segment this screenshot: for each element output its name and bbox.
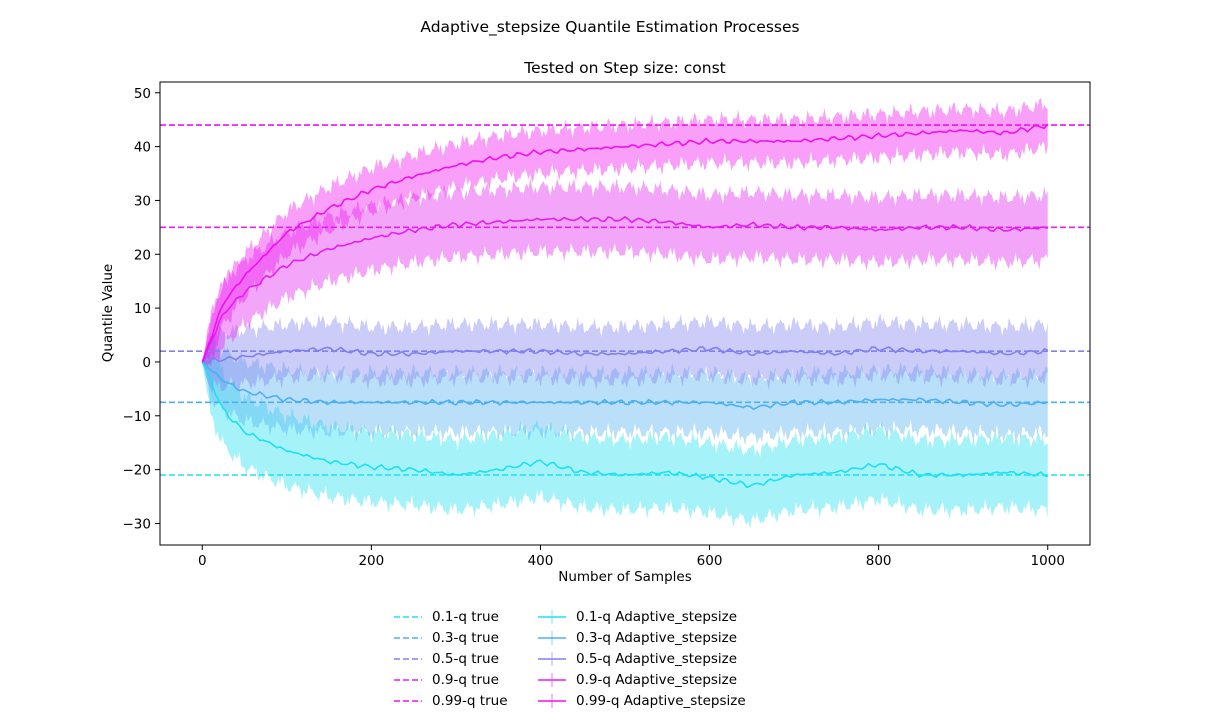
- legend-item-0-1-q-adaptive-stepsize: 0.1-q Adaptive_stepsize: [536, 606, 746, 627]
- legend-estimate-column: 0.1-q Adaptive_stepsize 0.3-q Adaptive_st…: [536, 606, 746, 711]
- legend-item-0-99-q-adaptive-stepsize: 0.99-q Adaptive_stepsize: [536, 690, 746, 711]
- legend-swatch: [394, 657, 422, 660]
- band-0-3-q-adaptive-stepsize: [202, 334, 1048, 446]
- band-0-1-q-adaptive-stepsize: [202, 347, 1048, 529]
- legend-swatch: [394, 699, 422, 702]
- legend-label: 0.99-q true: [432, 692, 508, 709]
- y-tick-label: 20: [134, 247, 151, 263]
- series-line-0-3-q-adaptive-stepsize: [201, 361, 1049, 411]
- legend-label: 0.1-q Adaptive_stepsize: [576, 608, 738, 625]
- legend-item-0-99-q-true: 0.99-q true: [392, 690, 508, 711]
- legend-item-0-1-q-true: 0.1-q true: [392, 606, 508, 627]
- chart-title: Tested on Step size: const: [524, 59, 726, 77]
- legend-label: 0.9-q Adaptive_stepsize: [576, 671, 738, 688]
- series-line-0-1-q-adaptive-stepsize: [201, 361, 1048, 489]
- y-tick-label: −10: [123, 409, 152, 425]
- x-tick-label: 1000: [1031, 553, 1065, 569]
- legend-swatch: [538, 651, 566, 666]
- x-tick-label: 800: [866, 553, 892, 569]
- legend-label: 0.3-q Adaptive_stepsize: [576, 629, 738, 646]
- legend-swatch: [538, 630, 566, 645]
- y-tick-label: 40: [134, 140, 151, 156]
- legend-swatch: [538, 672, 566, 687]
- legend-true-column: 0.1-q true 0.3-q true 0.5-q true 0.9-q true…: [392, 606, 508, 711]
- series-line-0-99-q-adaptive-stepsize: [201, 123, 1049, 363]
- legend-label: 0.3-q true: [432, 629, 499, 646]
- y-tick-label: −20: [123, 463, 152, 479]
- figure-suptitle: Adaptive_stepsize Quantile Estimation Pr…: [420, 18, 800, 36]
- legend-label: 0.99-q Adaptive_stepsize: [576, 692, 746, 709]
- legend-label: 0.9-q true: [432, 671, 499, 688]
- chart-legend: 0.1-q true 0.3-q true 0.5-q true 0.9-q true…: [388, 606, 768, 716]
- legend-item-0-3-q-true: 0.3-q true: [392, 627, 508, 648]
- legend-item-0-9-q-adaptive-stepsize: 0.9-q Adaptive_stepsize: [536, 669, 746, 690]
- legend-swatch: [394, 615, 422, 618]
- band-0-9-q-adaptive-stepsize: [202, 178, 1048, 369]
- legend-label: 0.5-q Adaptive_stepsize: [576, 650, 738, 667]
- legend-label: 0.1-q true: [432, 608, 499, 625]
- y-axis-label: Quantile Value: [100, 263, 116, 363]
- legend-swatch: [538, 693, 566, 708]
- legend-swatch: [394, 678, 422, 681]
- y-tick-label: 50: [134, 86, 151, 102]
- x-tick-label: 0: [198, 553, 207, 569]
- legend-item-0-9-q-true: 0.9-q true: [392, 669, 508, 690]
- legend-item-0-3-q-adaptive-stepsize: 0.3-q Adaptive_stepsize: [536, 627, 746, 648]
- x-axis-label: Number of Samples: [558, 569, 692, 585]
- legend-swatch: [394, 636, 422, 639]
- series-line-0-9-q-adaptive-stepsize: [201, 215, 1048, 363]
- legend-label: 0.5-q true: [432, 650, 499, 667]
- plot-frame: [159, 81, 1091, 546]
- series-line-0-5-q-adaptive-stepsize: [202, 346, 1048, 364]
- band-0-99-q-adaptive-stepsize: [202, 97, 1048, 363]
- y-tick-label: 30: [134, 193, 151, 209]
- y-tick-label: 10: [134, 301, 151, 317]
- legend-item-0-5-q-adaptive-stepsize: 0.5-q Adaptive_stepsize: [536, 648, 746, 669]
- x-tick-label: 400: [528, 553, 554, 569]
- y-tick-label: 0: [142, 355, 151, 371]
- y-tick-label: −30: [123, 516, 152, 532]
- band-0-5-q-adaptive-stepsize: [202, 313, 1048, 394]
- x-tick-label: 600: [697, 553, 723, 569]
- x-tick-label: 200: [358, 553, 384, 569]
- legend-item-0-5-q-true: 0.5-q true: [392, 648, 508, 669]
- legend-swatch: [538, 609, 566, 624]
